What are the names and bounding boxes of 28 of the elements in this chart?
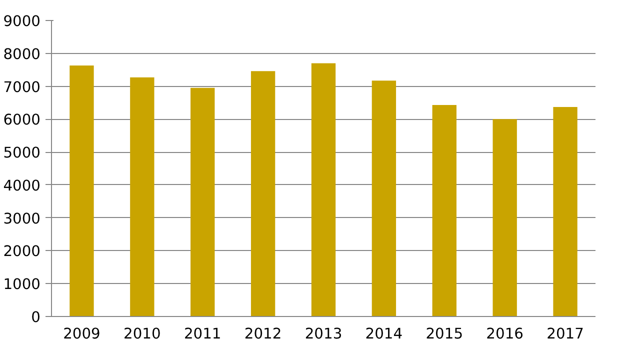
x-tick-label: 2010 xyxy=(124,326,161,341)
bar xyxy=(130,77,154,316)
y-tick-label: 4000 xyxy=(3,177,41,194)
y-tick-label: 1000 xyxy=(3,276,41,294)
bar xyxy=(250,71,276,316)
bar xyxy=(311,63,336,316)
bar xyxy=(70,66,94,316)
x-tick-label: 2009 xyxy=(63,326,100,341)
y-tick-label: 0 xyxy=(31,309,41,326)
y-tick-label: 9000 xyxy=(3,13,41,30)
x-tick-label: 2017 xyxy=(546,326,584,341)
y-tick-label: 5000 xyxy=(3,144,41,162)
bar xyxy=(492,119,517,316)
y-tick-label: 6000 xyxy=(3,112,41,129)
x-tick-label: 2011 xyxy=(184,326,222,341)
y-tick-label: 7000 xyxy=(3,78,41,96)
bar xyxy=(553,107,578,316)
x-tick-label: 2015 xyxy=(426,326,464,341)
y-tick-label: 2000 xyxy=(3,243,41,260)
x-tick-label: 2014 xyxy=(365,326,403,341)
x-tick-label: 2013 xyxy=(304,326,342,341)
x-tick-label: 2012 xyxy=(244,326,282,341)
y-tick-label: 8000 xyxy=(3,46,41,63)
y-tick-label: 3000 xyxy=(3,210,41,228)
x-tick-label: 2016 xyxy=(486,326,524,341)
bar xyxy=(190,88,215,316)
bar xyxy=(432,105,456,316)
bar xyxy=(372,80,396,316)
